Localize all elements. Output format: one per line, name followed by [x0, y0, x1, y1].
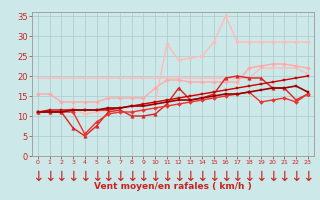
- X-axis label: Vent moyen/en rafales ( km/h ): Vent moyen/en rafales ( km/h ): [94, 182, 252, 191]
